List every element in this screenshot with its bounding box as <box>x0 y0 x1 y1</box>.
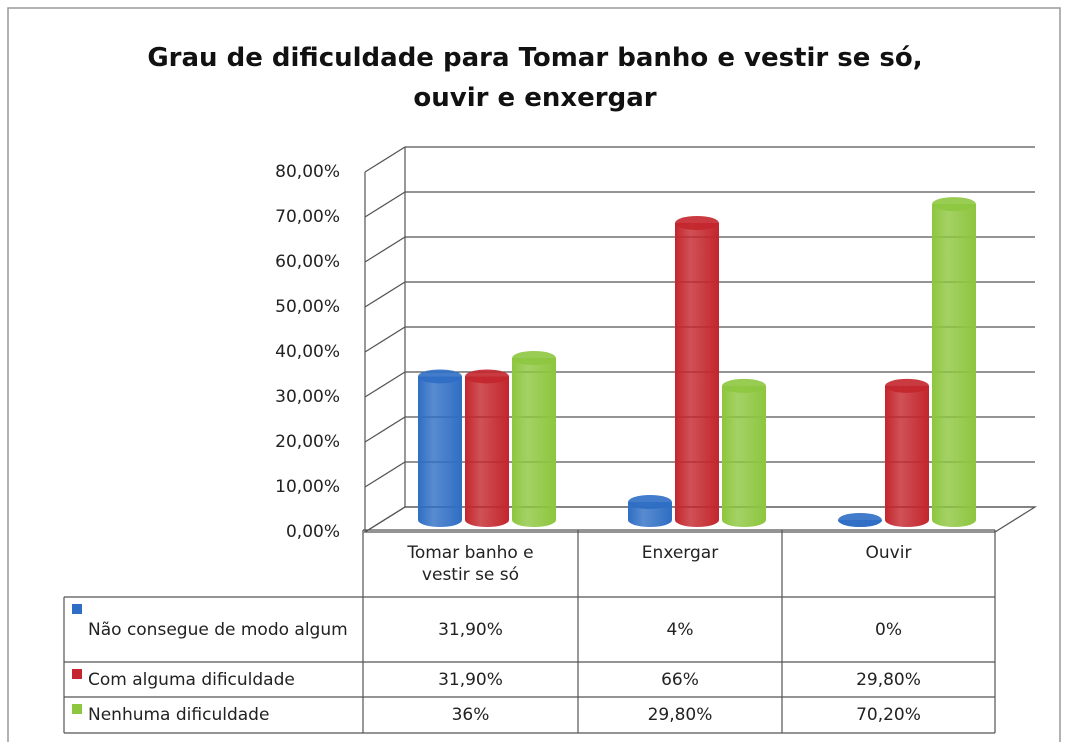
table-value: 0% <box>782 597 995 662</box>
bar-body <box>465 376 509 527</box>
cell-text: 29,80% <box>647 705 713 725</box>
bar <box>465 369 509 527</box>
y-tick-label: 20,00% <box>275 432 340 452</box>
cell-text: 66% <box>661 669 699 690</box>
cell-text: 29,80% <box>856 669 921 690</box>
table-value: 4% <box>578 597 782 662</box>
table-value: 36% <box>363 697 578 733</box>
bar-top <box>628 495 672 509</box>
bar-body <box>512 358 556 527</box>
bar-top <box>722 378 766 393</box>
table-value: 70,20% <box>782 697 995 733</box>
cell-text: 0% <box>875 619 902 640</box>
y-tick-label: 60,00% <box>275 252 340 272</box>
table-value: 31,90% <box>363 662 578 697</box>
legend-swatch <box>72 604 82 614</box>
category-label: Enxergar <box>598 530 762 597</box>
bar-top <box>838 513 882 527</box>
bar <box>418 369 462 527</box>
cell-text: Ouvir <box>865 543 912 563</box>
bar-top <box>512 351 556 365</box>
chart-title: Grau de dificuldade para Tomar banho e v… <box>147 43 923 113</box>
y-tick-label: 50,00% <box>275 297 340 317</box>
cell-text: 31,90% <box>438 619 503 640</box>
bar-top <box>418 369 462 384</box>
grid-line <box>364 146 1035 173</box>
table-value: 31,90% <box>363 597 578 662</box>
legend-label: Com alguma dificuldade <box>88 669 295 690</box>
cell-text: 70,20% <box>856 705 921 725</box>
bar <box>722 378 766 527</box>
legend-swatch <box>72 669 82 679</box>
chart-frame <box>7 7 1061 742</box>
legend-entry: Nenhuma dificuldade <box>64 697 363 733</box>
legend-label: Não consegue de modo algum <box>88 619 348 640</box>
bar <box>675 216 719 527</box>
bar-top <box>932 197 976 212</box>
bar-body <box>418 376 462 527</box>
grid-line <box>364 506 1035 533</box>
cell-text: 31,90% <box>438 669 503 690</box>
grid-line <box>364 416 1035 443</box>
table-value: 29,80% <box>782 662 995 697</box>
grid-line <box>364 236 1035 263</box>
legend-label: Nenhuma dificuldade <box>88 705 270 725</box>
y-tick-label: 80,00% <box>275 162 340 182</box>
cell-text: 4% <box>666 619 694 640</box>
bar <box>838 513 882 527</box>
bar-body <box>675 223 719 527</box>
category-label: Ouvir <box>802 530 975 597</box>
bar <box>932 197 976 527</box>
bar-top <box>675 216 719 230</box>
cell-text: Enxergar <box>641 543 719 563</box>
bar-body <box>932 204 976 527</box>
bar <box>885 378 929 527</box>
y-tick-label: 40,00% <box>275 342 340 362</box>
grid-line <box>364 326 1035 353</box>
grid-line <box>364 461 1035 488</box>
bar-body <box>885 385 929 527</box>
table-value: 66% <box>578 662 782 697</box>
bar-body <box>722 385 766 527</box>
cell-text: Tomar banho e vestir se só <box>407 543 534 585</box>
category-label: Tomar banho e vestir se só <box>383 530 558 597</box>
table-value: 29,80% <box>578 697 782 733</box>
y-tick-label: 0,00% <box>286 522 340 542</box>
bar <box>512 351 556 527</box>
cell-text: 36% <box>451 705 490 725</box>
legend-entry: Não consegue de modo algum <box>64 597 363 662</box>
y-tick-label: 10,00% <box>275 477 340 497</box>
grid-line <box>364 281 1035 308</box>
bar-top <box>885 378 929 393</box>
y-tick-label: 70,00% <box>275 207 340 227</box>
grid-line <box>364 371 1035 398</box>
bar-top <box>465 369 509 384</box>
bar-body <box>628 502 672 527</box>
bar <box>628 495 672 527</box>
grid-line <box>364 191 1035 218</box>
y-tick-label: 30,00% <box>275 387 340 407</box>
legend-entry: Com alguma dificuldade <box>64 662 363 697</box>
legend-swatch <box>72 704 82 714</box>
